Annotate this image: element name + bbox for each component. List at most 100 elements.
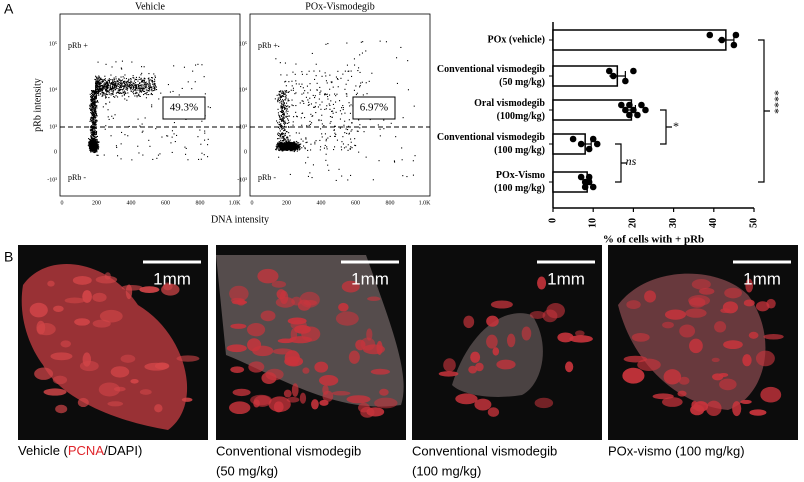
pcna-stain: [266, 369, 284, 381]
pcna-stain: [699, 288, 714, 295]
flow-dot: [357, 93, 358, 94]
flow-dot: [279, 115, 280, 116]
flow-dot: [101, 85, 102, 86]
pcna-stain: [723, 340, 743, 349]
flow-dot: [278, 98, 279, 99]
flow-dot: [154, 75, 155, 76]
flow-dot: [110, 88, 111, 89]
flow-dot: [153, 88, 154, 89]
flow-dot: [112, 84, 113, 85]
flow-dot: [309, 172, 310, 173]
flow-dot: [105, 80, 106, 81]
flow-dot: [380, 135, 381, 136]
flow-dot: [118, 86, 119, 87]
flow-dot: [90, 94, 91, 95]
flow-dot: [288, 81, 289, 82]
flow-dot: [343, 125, 344, 126]
flow-dot: [140, 79, 141, 80]
point: [634, 112, 641, 119]
flow-dot: [298, 147, 299, 148]
flow-dot: [334, 133, 335, 134]
flow-dot: [120, 81, 121, 82]
flow-dot: [90, 121, 91, 122]
pcna-stain: [229, 401, 250, 414]
flow-dot: [302, 100, 303, 101]
flow-dot: [292, 100, 293, 101]
pcna-stain: [78, 398, 89, 407]
pcna-stain: [300, 393, 306, 404]
flow-dot: [278, 109, 279, 110]
flow-dot: [344, 147, 345, 148]
flow-dot: [92, 121, 93, 122]
flow-dot: [287, 123, 288, 124]
flow-dot: [93, 90, 94, 91]
flow-dot: [96, 134, 97, 135]
flow-dot: [300, 144, 301, 145]
flow-dot: [290, 140, 291, 141]
flow-dot: [99, 89, 100, 90]
flow-dot: [135, 90, 136, 91]
flow-dot: [321, 115, 322, 116]
flow-dot: [334, 129, 335, 130]
scale-label: 1mm: [547, 269, 585, 288]
flow-dot: [148, 78, 149, 79]
pcna-stain: [50, 352, 72, 360]
flow-dot: [315, 112, 316, 113]
flow-dot: [97, 93, 98, 94]
flow-dot: [114, 97, 115, 98]
flow-dot: [90, 110, 91, 111]
flow-dot: [283, 114, 284, 115]
flow-dot: [151, 104, 152, 105]
pcna-stain: [92, 293, 106, 302]
flow-dot: [362, 53, 363, 54]
flow-dot: [283, 133, 284, 134]
flow-dot: [298, 145, 299, 146]
flow-dot: [138, 85, 139, 86]
panel-label: B: [4, 249, 13, 265]
y-tick-label: -10³: [47, 177, 57, 183]
flow-dot: [98, 145, 99, 146]
flow-dot: [94, 138, 95, 139]
flow-dot: [380, 41, 381, 42]
flow-dot: [362, 41, 363, 42]
flow-dot: [327, 82, 328, 83]
flow-dot: [281, 147, 282, 148]
flow-dot: [95, 76, 96, 77]
flow-dot: [92, 124, 93, 125]
pcna-stain: [706, 401, 722, 416]
flow-dot: [96, 146, 97, 147]
flow-dot: [342, 74, 343, 75]
flow-dot: [280, 99, 281, 100]
flow-dot: [290, 143, 291, 144]
flow-dot: [329, 75, 330, 76]
flow-dot: [115, 88, 116, 89]
flow-dot: [280, 90, 281, 91]
flow-dot: [115, 76, 116, 77]
flow-dot: [286, 85, 287, 86]
pcna-stain: [336, 311, 359, 325]
flow-dot: [287, 144, 288, 145]
flow-dot: [96, 106, 97, 107]
flow-dot: [277, 147, 278, 148]
flow-dot: [351, 131, 352, 132]
flow-dot: [144, 86, 145, 87]
flow-dot: [105, 90, 106, 91]
flow-dot: [320, 109, 321, 110]
flow-dot: [91, 140, 92, 141]
pcna-stain: [34, 367, 53, 379]
flow-dot: [343, 143, 344, 144]
flow-dot: [93, 99, 94, 100]
flow-dot: [151, 77, 152, 78]
flow-dot: [93, 141, 94, 142]
caption-part: Vehicle (: [18, 443, 69, 458]
flow-dot: [298, 142, 299, 143]
flow-dot: [324, 94, 325, 95]
pcna-stain: [272, 281, 286, 288]
flow-dot: [351, 129, 352, 130]
flow-dot: [125, 92, 126, 93]
flow-dot: [286, 90, 287, 91]
flow-dot: [294, 151, 295, 152]
flow-dot: [287, 118, 288, 119]
flow-dot: [144, 66, 145, 67]
